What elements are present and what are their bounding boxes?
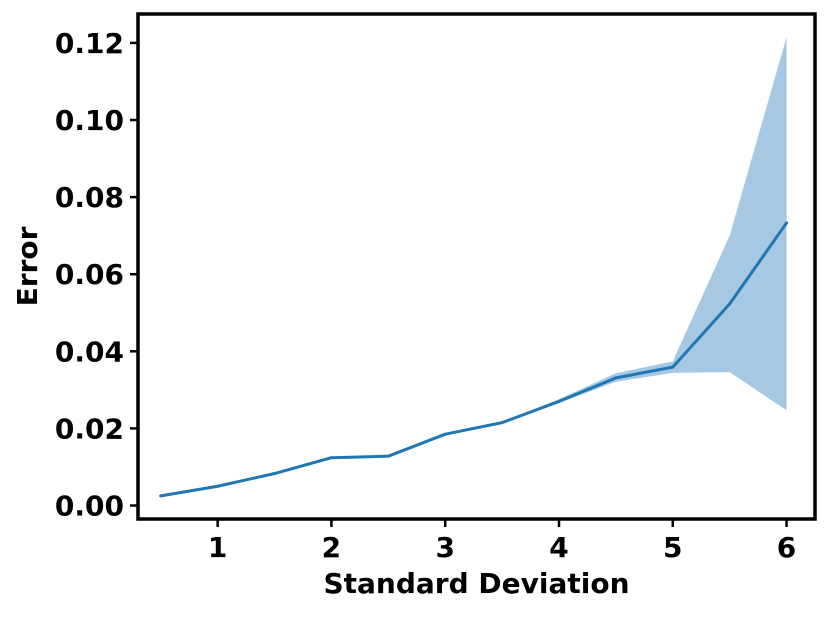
y-tick-label: 0.00 [55,490,124,523]
x-tick-label: 1 [208,531,227,564]
y-tick-label: 0.02 [55,412,124,445]
series-line-layer [159,221,789,498]
x-tick-label: 3 [435,531,454,564]
y-tick-label: 0.04 [55,335,124,368]
y-tick-label: 0.06 [55,258,124,291]
x-tick-label: 2 [322,531,341,564]
x-tick-label: 5 [663,531,682,564]
y-axis-ticks: 0.00 0.02 0.04 0.06 0.08 0.10 0.12 [55,27,138,523]
data-point [671,365,675,369]
data-point [273,472,277,476]
data-point [329,456,333,460]
y-tick-label: 0.10 [55,104,124,137]
y-tick-label: 0.08 [55,181,124,214]
x-axis-ticks: 1 2 3 4 5 6 [208,519,796,564]
series-line [159,221,789,498]
x-tick-label: 4 [549,531,568,564]
data-point [159,494,163,498]
data-point [728,302,732,306]
data-point [557,399,561,403]
data-point [216,484,220,488]
plot-frame [136,12,817,521]
data-point [614,376,618,380]
data-point [386,454,390,458]
x-axis-label: Standard Deviation [323,567,629,600]
y-tick-label: 0.12 [55,27,124,60]
data-point [443,432,447,436]
y-axis-label: Error [11,226,44,306]
data-point [500,421,504,425]
x-tick-label: 6 [777,531,796,564]
data-point [785,221,789,225]
